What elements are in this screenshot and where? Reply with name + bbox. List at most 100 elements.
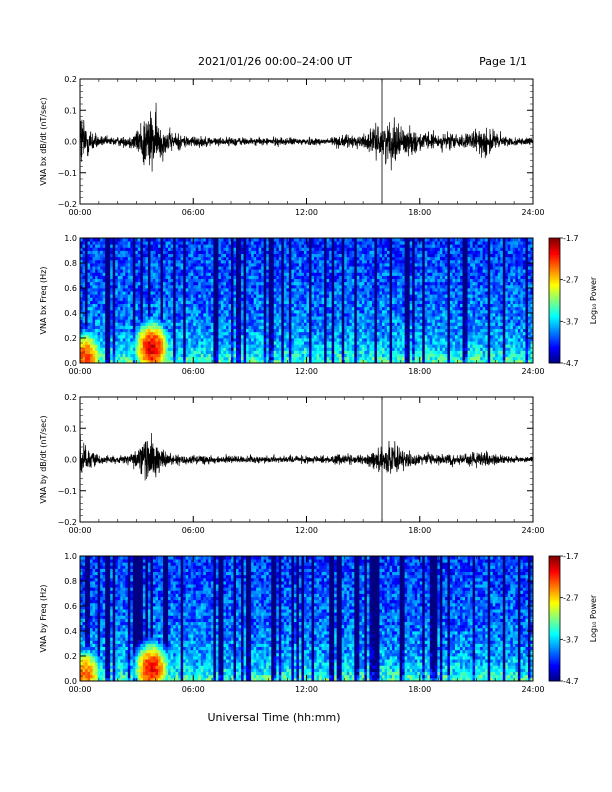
spectrogram-cell bbox=[175, 284, 179, 289]
spectrogram-cell bbox=[366, 309, 370, 314]
spectrogram-cell bbox=[223, 300, 227, 305]
spectrogram-cell bbox=[306, 316, 310, 320]
spectrogram-cell bbox=[233, 359, 237, 364]
spectrogram-cell bbox=[208, 266, 212, 270]
spectrogram-cell bbox=[384, 347, 388, 351]
spectrogram-cell bbox=[168, 316, 171, 320]
spectrogram-cell bbox=[92, 359, 96, 364]
spectrogram-cell bbox=[92, 294, 96, 298]
spectrogram-cell bbox=[382, 341, 385, 345]
spectrogram-cell bbox=[150, 325, 154, 330]
spectrogram-cell bbox=[324, 353, 328, 358]
spectrogram-cell bbox=[281, 241, 285, 245]
spectrogram-cell bbox=[145, 291, 149, 295]
spectrogram-cell bbox=[281, 334, 285, 339]
spectrogram-cell bbox=[266, 309, 270, 314]
spectrogram-cell bbox=[190, 288, 194, 292]
spectrogram-cell bbox=[276, 238, 280, 242]
spectrogram-cell bbox=[90, 250, 93, 255]
spectrogram-cell bbox=[107, 316, 111, 320]
spectrogram-cell bbox=[140, 278, 144, 283]
spectrogram-cell bbox=[356, 247, 360, 251]
spectrogram-cell bbox=[135, 244, 139, 248]
spectrogram-cell bbox=[150, 266, 154, 270]
spectrogram-cell bbox=[225, 356, 229, 361]
spectrogram-cell bbox=[173, 316, 177, 320]
spectrogram-cell bbox=[122, 356, 126, 361]
spectrogram-cell bbox=[256, 341, 260, 345]
spectrogram-cell bbox=[223, 281, 227, 286]
spectrogram-cell bbox=[251, 272, 255, 276]
spectrogram-cell bbox=[384, 297, 388, 301]
spectrogram-cell bbox=[178, 275, 182, 280]
spectrogram-cell bbox=[271, 238, 275, 242]
spectrogram-cell bbox=[278, 356, 282, 361]
spectrogram-cell bbox=[296, 350, 300, 355]
spectrogram-cell bbox=[117, 241, 121, 245]
spectrogram-cell bbox=[205, 341, 209, 345]
spectrogram-cell bbox=[205, 269, 209, 273]
spectrogram-cell bbox=[95, 338, 99, 342]
spectrogram-cell bbox=[190, 325, 194, 330]
spectrogram-cell bbox=[198, 309, 202, 314]
spectrogram-cell bbox=[152, 291, 156, 295]
spectrogram-cell bbox=[180, 344, 184, 348]
spectrogram-cell bbox=[100, 250, 104, 255]
spectrogram-cell bbox=[180, 309, 184, 314]
spectrogram-cell bbox=[361, 319, 365, 323]
spectrogram-cell bbox=[253, 306, 257, 311]
spectrogram-cell bbox=[178, 263, 182, 267]
spectrogram-cell bbox=[243, 238, 247, 242]
spectrogram-cell bbox=[140, 269, 144, 273]
spectrogram-cell bbox=[150, 300, 154, 305]
spectrogram-cell bbox=[261, 266, 265, 270]
spectrogram-cell bbox=[228, 259, 232, 264]
spectrogram-cell bbox=[135, 281, 139, 286]
spectrogram-cell bbox=[288, 356, 292, 361]
spectrogram-cell bbox=[356, 331, 360, 336]
spectrogram-cell bbox=[286, 259, 290, 264]
spectrogram-cell bbox=[341, 344, 345, 348]
spectrogram-cell bbox=[155, 353, 159, 358]
spectrogram-cell bbox=[351, 294, 355, 298]
spectrogram-cell bbox=[236, 259, 239, 264]
spectrogram-cell bbox=[180, 263, 184, 267]
spectrogram-cell bbox=[127, 250, 131, 255]
spectrogram-cell bbox=[382, 347, 385, 351]
spectrogram-cell bbox=[379, 313, 383, 317]
spectrogram-cell bbox=[354, 359, 358, 364]
spectrogram-cell bbox=[321, 250, 325, 255]
spectrogram-cell bbox=[145, 272, 149, 276]
spectrogram-cell bbox=[163, 238, 166, 242]
spectrogram-cell bbox=[105, 338, 109, 342]
spectrogram-cell bbox=[102, 316, 106, 320]
spectrogram-cell bbox=[306, 275, 310, 280]
spectrogram-cell bbox=[195, 313, 199, 317]
spectrogram-cell bbox=[195, 244, 199, 248]
spectrogram-cell bbox=[382, 306, 385, 311]
spectrogram-cell bbox=[256, 263, 260, 267]
spectrogram-cell bbox=[273, 278, 277, 283]
spectrogram-cell bbox=[316, 288, 320, 292]
spectrogram-cell bbox=[316, 359, 320, 364]
spectrogram-cell bbox=[200, 288, 204, 292]
spectrogram-cell bbox=[92, 238, 96, 242]
spectrogram-cell bbox=[261, 253, 265, 258]
spectrogram-cell bbox=[329, 263, 333, 267]
spectrogram-cell bbox=[175, 353, 179, 358]
spectrogram-cell bbox=[92, 341, 96, 345]
spectrogram-cell bbox=[334, 356, 338, 361]
spectrogram-cell bbox=[231, 331, 234, 336]
spectrogram-cell bbox=[243, 241, 247, 245]
spectrogram-cell bbox=[379, 306, 383, 311]
spectrogram-cell bbox=[283, 344, 287, 348]
spectrogram-cell bbox=[107, 253, 111, 258]
spectrogram-cell bbox=[132, 334, 136, 339]
spectrogram-cell bbox=[80, 334, 83, 339]
spectrogram-cell bbox=[193, 275, 197, 280]
spectrogram-cell bbox=[369, 244, 373, 248]
spectrogram-cell bbox=[218, 347, 222, 351]
spectrogram-cell bbox=[369, 297, 373, 301]
spectrogram-cell bbox=[236, 338, 239, 342]
spectrogram-cell bbox=[346, 250, 350, 255]
